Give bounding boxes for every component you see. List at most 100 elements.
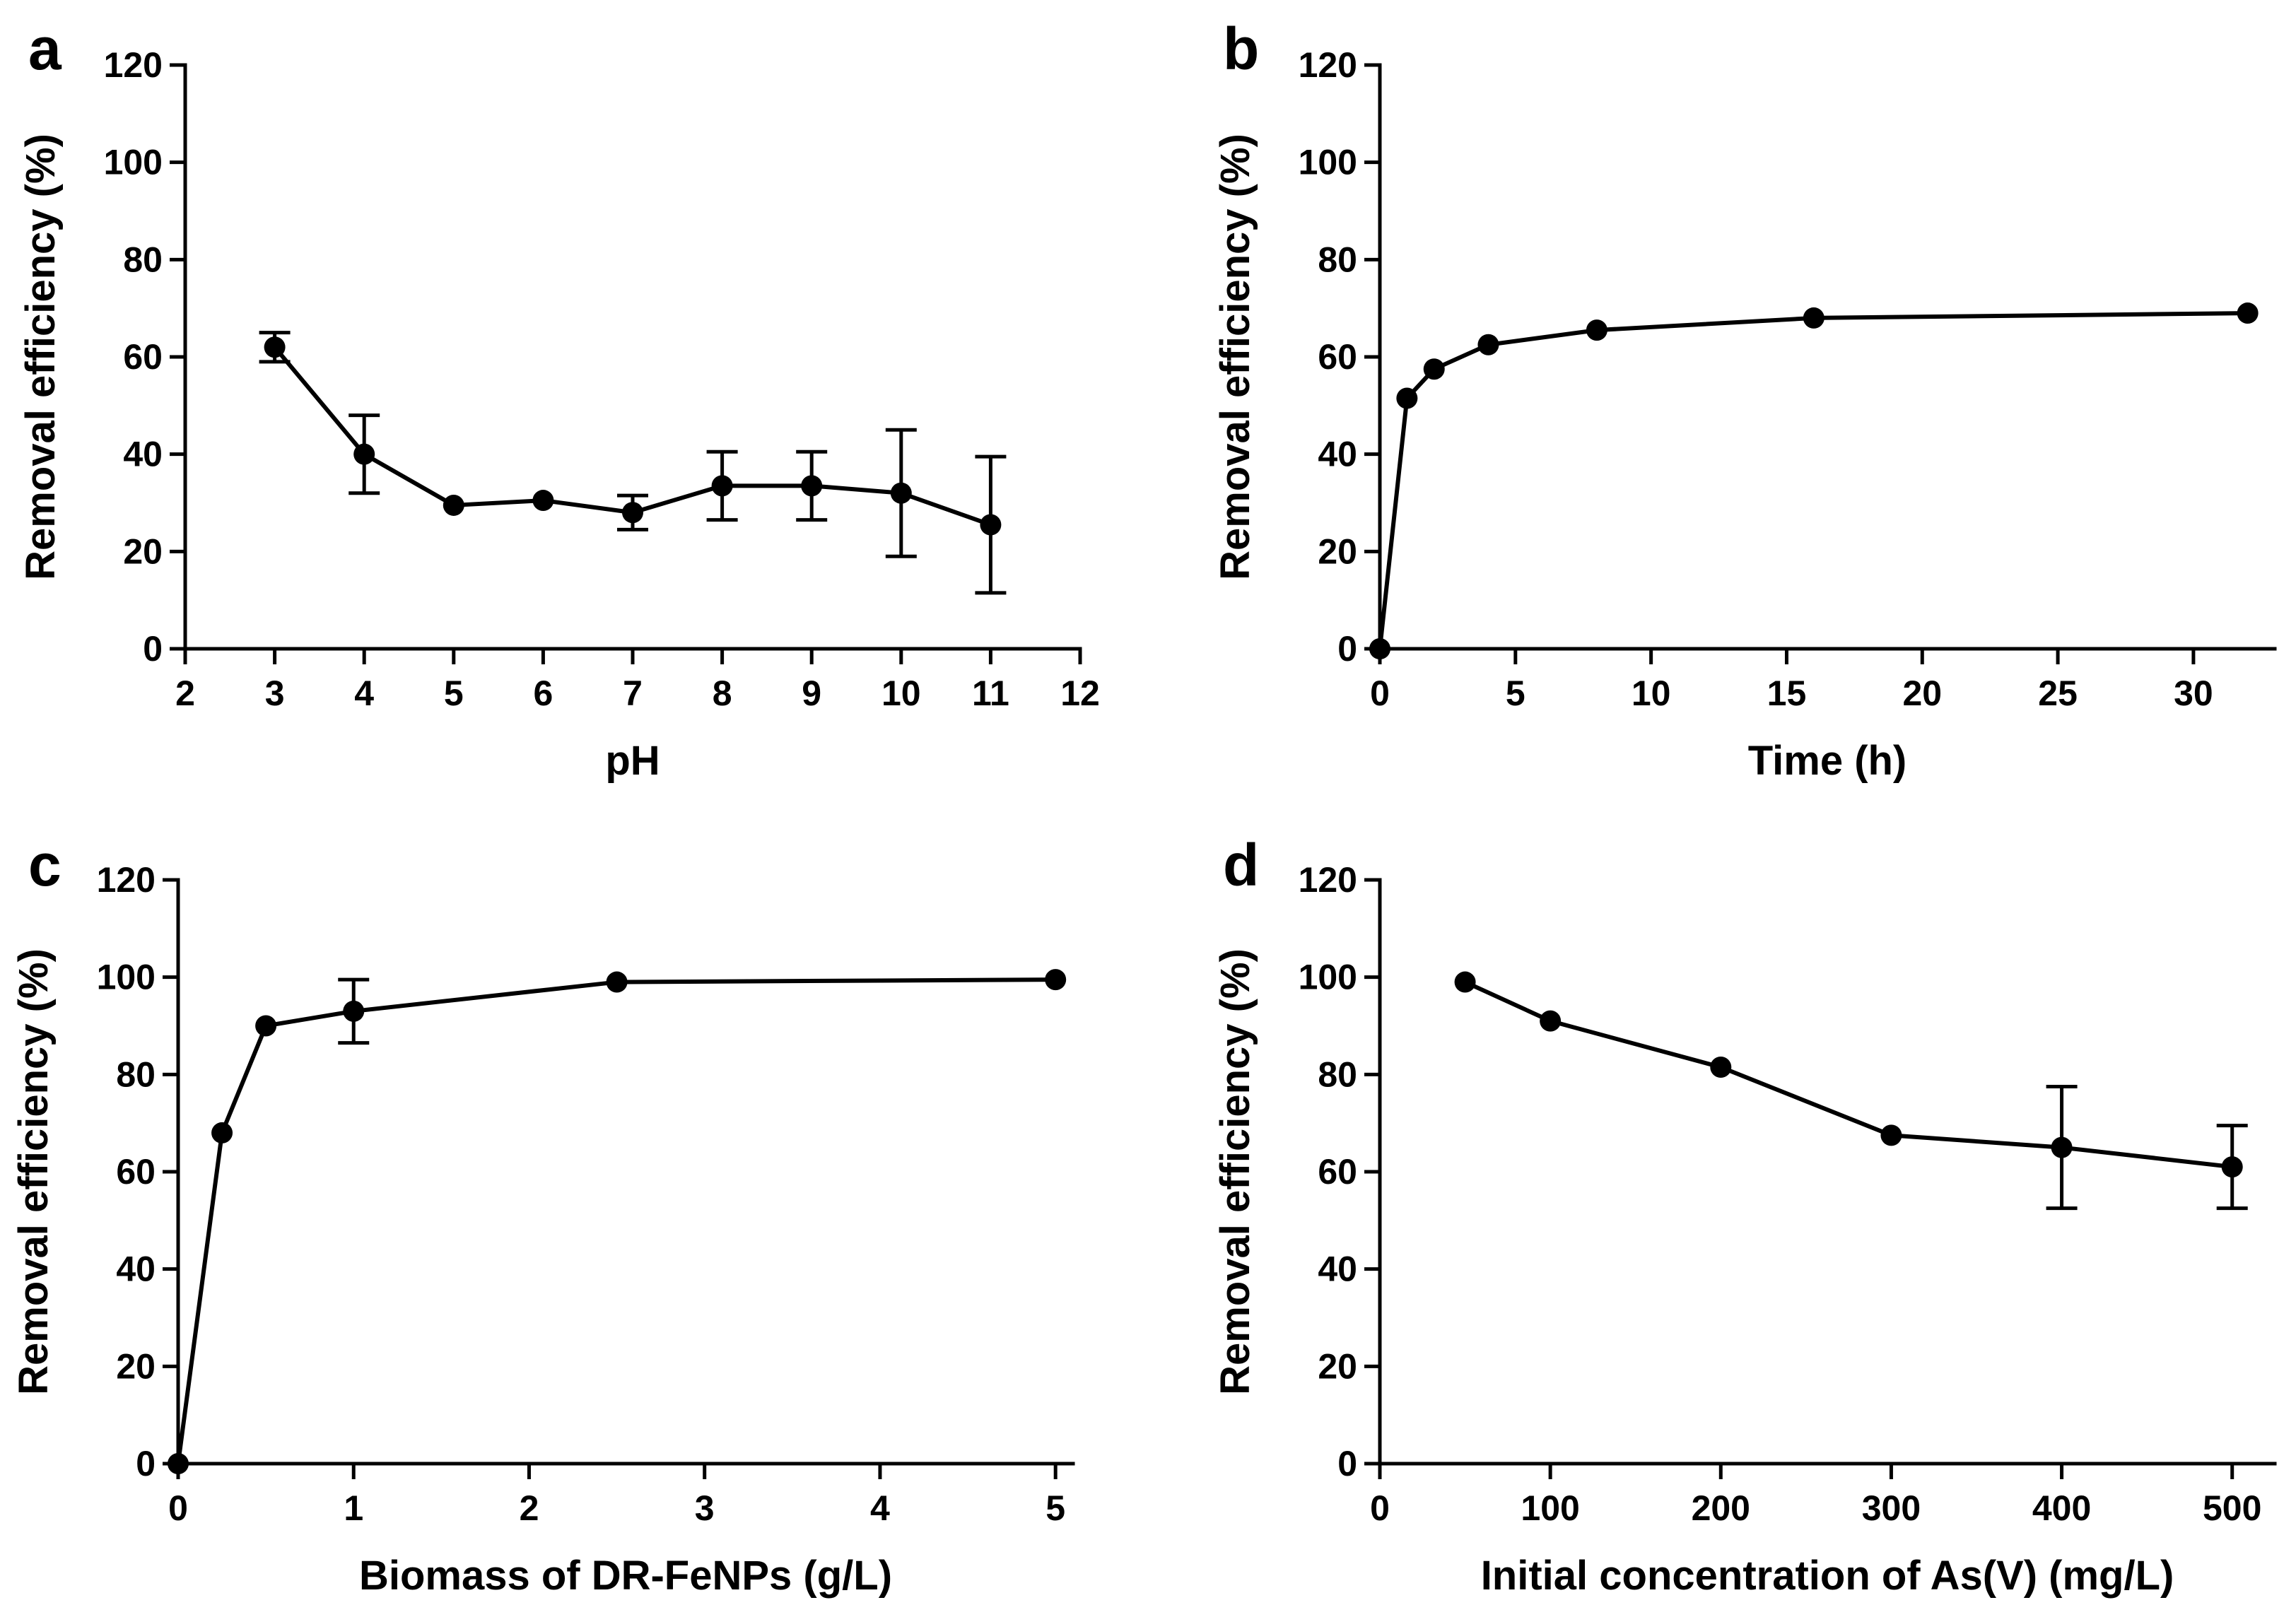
data-point [1423,358,1445,380]
y-axis-title: Removal efficiency (%) [1212,948,1258,1395]
data-point [1540,1010,1562,1032]
x-tick-label: 5 [444,674,464,713]
data-point [443,494,464,516]
data-point [211,1122,233,1143]
x-tick-label: 5 [1046,1488,1065,1528]
x-tick-label: 5 [1506,674,1525,713]
data-point [1396,387,1418,409]
y-tick-label: 60 [116,1152,156,1192]
chart-panel-a: a 0 20 40 60 80 100 120 2 3 4 5 6 7 8 9 10 11 12 pH Removal … [18,16,1100,784]
y-tick-label: 40 [1318,435,1357,474]
x-tick-label: 2 [175,674,195,713]
x-tick-label: 2 [520,1488,539,1528]
y-tick-label: 120 [1299,45,1357,85]
x-tick-label: 8 [713,674,732,713]
x-axis-title: pH [605,738,660,784]
y-tick-label: 40 [116,1250,156,1289]
y-tick-label: 80 [123,240,163,279]
x-tick-label: 0 [1370,674,1390,713]
y-tick-label: 60 [1318,1152,1357,1192]
y-axis-title: Removal efficiency (%) [1212,134,1258,580]
x-tick-label: 25 [2038,674,2078,713]
x-tick-label: 10 [882,674,921,713]
data-point [980,514,1002,536]
x-axis-title: Biomass of DR-FeNPs (g/L) [359,1553,892,1599]
x-tick-label: 7 [623,674,643,713]
x-tick-label: 3 [695,1488,715,1528]
data-point [343,1000,365,1022]
y-tick-label: 80 [1318,240,1357,279]
y-tick-label: 20 [116,1346,156,1386]
y-tick-label: 60 [1318,337,1357,377]
y-tick-label: 20 [123,531,163,571]
y-tick-label: 0 [1337,629,1357,669]
data-point [1369,638,1390,659]
y-tick-label: 0 [1337,1444,1357,1483]
data-point [1710,1057,1732,1078]
x-tick-label: 4 [870,1488,890,1528]
y-tick-label: 0 [136,1444,156,1483]
data-point [622,502,643,524]
y-tick-label: 0 [143,629,163,669]
panel-letter: b [1223,16,1259,82]
data-point [2051,1136,2073,1158]
chart-panel-d: d 0 20 40 60 80 100 120 0 100 200 300 400 500 Initial … [1212,832,2277,1599]
x-tick-label: 30 [2174,674,2213,713]
chart-panel-b: b 0 20 40 60 80 100 120 0 5 10 15 20 25 30 Time (h) Remo… [1212,16,2277,784]
data-point [801,475,823,497]
x-tick-label: 20 [1902,674,1942,713]
data-point [606,971,628,993]
y-tick-label: 40 [123,435,163,474]
data-point [2237,302,2259,324]
data-point [890,482,912,504]
x-tick-label: 4 [354,674,374,713]
data-point [711,475,733,497]
y-tick-label: 20 [1318,1346,1357,1386]
y-tick-label: 120 [97,860,156,900]
x-tick-label: 9 [802,674,821,713]
x-tick-label: 100 [1521,1488,1579,1528]
data-point [353,443,375,465]
x-tick-label: 0 [168,1488,188,1528]
panel-letter: c [28,832,62,898]
y-tick-label: 40 [1318,1250,1357,1289]
x-tick-label: 200 [1692,1488,1750,1528]
series-line [1378,311,2248,649]
data-point [1586,319,1607,341]
data-point [1477,334,1499,355]
x-tick-label: 0 [1370,1488,1390,1528]
x-tick-label: 400 [2032,1488,2091,1528]
y-tick-label: 80 [116,1054,156,1094]
chart-panel-c: c 0 20 40 60 80 100 120 0 1 2 3 4 5 Biomass of DR-FeNP… [11,832,1075,1599]
y-tick-label: 20 [1318,531,1357,571]
y-axis-title: Removal efficiency (%) [18,134,64,580]
data-point [1454,971,1476,993]
data-point [255,1015,277,1037]
data-point [1045,969,1067,991]
x-tick-label: 300 [1862,1488,1921,1528]
x-tick-label: 3 [265,674,285,713]
panel-letter: a [28,16,62,82]
x-tick-label: 12 [1060,674,1100,713]
data-point [1880,1124,1902,1146]
x-tick-label: 1 [344,1488,363,1528]
data-point [168,1453,189,1474]
y-tick-label: 100 [1299,958,1357,997]
y-axis-title: Removal efficiency (%) [11,948,57,1395]
y-tick-label: 120 [104,45,163,85]
x-axis-title: Time (h) [1748,738,1907,784]
data-point [2221,1156,2243,1178]
y-tick-label: 120 [1299,860,1357,900]
x-tick-label: 500 [2203,1488,2261,1528]
y-tick-label: 100 [104,143,163,182]
data-point [1803,307,1824,329]
y-tick-label: 100 [97,958,156,997]
data-point [532,490,554,512]
panel-letter: d [1223,832,1259,898]
x-tick-label: 6 [533,674,553,713]
x-tick-label: 15 [1767,674,1807,713]
x-axis-title: Initial concentration of As(V) (mg/L) [1481,1553,2174,1599]
y-tick-label: 80 [1318,1054,1357,1094]
y-tick-label: 100 [1299,143,1357,182]
